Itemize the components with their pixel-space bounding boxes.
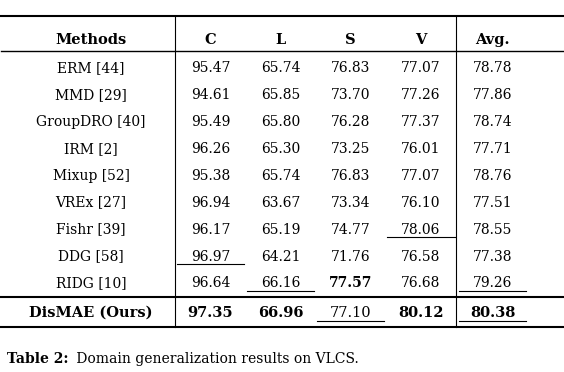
Text: Methods: Methods	[56, 33, 127, 47]
Text: 76.58: 76.58	[401, 250, 440, 263]
Text: 95.38: 95.38	[191, 169, 230, 183]
Text: 78.74: 78.74	[473, 115, 512, 129]
Text: 78.78: 78.78	[473, 61, 512, 75]
Text: 97.35: 97.35	[188, 306, 233, 320]
Text: 77.71: 77.71	[473, 142, 512, 156]
Text: Domain generalization results on VLCS.: Domain generalization results on VLCS.	[72, 352, 358, 366]
Text: 74.77: 74.77	[331, 222, 371, 237]
Text: Fishr [39]: Fishr [39]	[56, 222, 126, 237]
Text: Mixup [52]: Mixup [52]	[52, 169, 130, 183]
Text: 76.10: 76.10	[401, 196, 440, 209]
Text: 65.74: 65.74	[261, 61, 301, 75]
Text: GroupDRO [40]: GroupDRO [40]	[37, 115, 146, 129]
Text: 77.07: 77.07	[401, 169, 440, 183]
Text: C: C	[205, 33, 216, 47]
Text: 80.38: 80.38	[470, 306, 515, 320]
Text: 77.37: 77.37	[401, 115, 440, 129]
Text: 73.70: 73.70	[331, 88, 371, 102]
Text: 73.34: 73.34	[331, 196, 371, 209]
Text: 80.12: 80.12	[398, 306, 444, 320]
Text: 65.30: 65.30	[261, 142, 300, 156]
Text: 95.47: 95.47	[191, 61, 230, 75]
Text: 96.97: 96.97	[191, 250, 230, 263]
Text: 76.83: 76.83	[331, 61, 371, 75]
Text: 66.96: 66.96	[258, 306, 303, 320]
Text: 76.68: 76.68	[401, 276, 440, 291]
Text: 77.26: 77.26	[401, 88, 440, 102]
Text: 77.10: 77.10	[330, 306, 372, 320]
Text: 76.83: 76.83	[331, 169, 371, 183]
Text: 77.07: 77.07	[401, 61, 440, 75]
Text: Table 2:: Table 2:	[7, 352, 68, 366]
Text: IRM [2]: IRM [2]	[64, 142, 118, 156]
Text: 78.55: 78.55	[473, 222, 512, 237]
Text: 95.49: 95.49	[191, 115, 230, 129]
Text: 65.19: 65.19	[261, 222, 300, 237]
Text: 64.21: 64.21	[261, 250, 301, 263]
Text: 65.80: 65.80	[261, 115, 300, 129]
Text: Avg.: Avg.	[475, 33, 510, 47]
Text: 73.25: 73.25	[331, 142, 371, 156]
Text: VREx [27]: VREx [27]	[56, 196, 127, 209]
Text: 79.26: 79.26	[473, 276, 512, 291]
Text: RIDG [10]: RIDG [10]	[56, 276, 126, 291]
Text: DDG [58]: DDG [58]	[58, 250, 124, 263]
Text: 77.38: 77.38	[473, 250, 512, 263]
Text: 96.94: 96.94	[191, 196, 230, 209]
Text: 96.64: 96.64	[191, 276, 230, 291]
Text: 96.26: 96.26	[191, 142, 230, 156]
Text: 96.17: 96.17	[191, 222, 230, 237]
Text: 77.57: 77.57	[329, 276, 372, 291]
Text: 77.86: 77.86	[473, 88, 512, 102]
Text: 77.51: 77.51	[473, 196, 512, 209]
Text: 65.85: 65.85	[261, 88, 300, 102]
Text: V: V	[415, 33, 426, 47]
Text: 76.28: 76.28	[331, 115, 371, 129]
Text: 94.61: 94.61	[191, 88, 230, 102]
Text: MMD [29]: MMD [29]	[55, 88, 127, 102]
Text: DisMAE (Ours): DisMAE (Ours)	[29, 306, 153, 320]
Text: L: L	[275, 33, 286, 47]
Text: 66.16: 66.16	[261, 276, 300, 291]
Text: ERM [44]: ERM [44]	[58, 61, 125, 75]
Text: 65.74: 65.74	[261, 169, 301, 183]
Text: 78.06: 78.06	[401, 222, 440, 237]
Text: S: S	[345, 33, 356, 47]
Text: 63.67: 63.67	[261, 196, 300, 209]
Text: 76.01: 76.01	[401, 142, 440, 156]
Text: 78.76: 78.76	[473, 169, 512, 183]
Text: 71.76: 71.76	[331, 250, 371, 263]
